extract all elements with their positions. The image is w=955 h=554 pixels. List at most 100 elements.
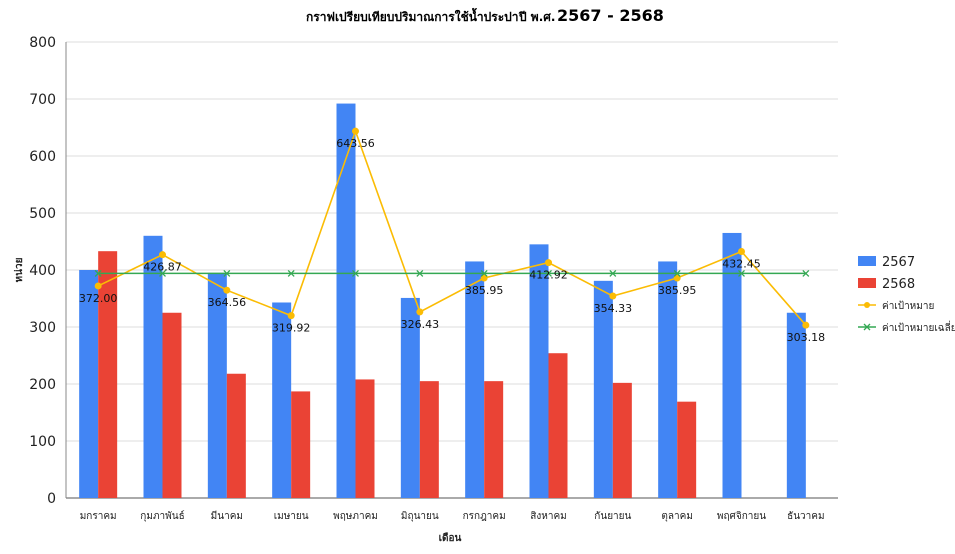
line-ค่าเป้าหมาย bbox=[97, 128, 807, 326]
y-tick-label: 500 bbox=[29, 206, 56, 222]
bar-2567 bbox=[529, 244, 549, 498]
bar-2568 bbox=[291, 391, 311, 498]
bar-2568 bbox=[226, 373, 246, 498]
bar-2568 bbox=[548, 353, 568, 498]
x-tick-label: ธันวาคม bbox=[787, 511, 824, 522]
point-ค่าเป้าหมายเฉลี่ย bbox=[287, 269, 295, 277]
chart-title: กราฟเปรียบเทียบปริมาณการใช้น้ำประปา ปี พ… bbox=[306, 6, 664, 25]
x-tick-label: พฤษภาคม bbox=[333, 511, 378, 522]
legend-swatch bbox=[858, 278, 876, 288]
lines bbox=[94, 127, 810, 329]
y-axis-ticks: 0 100 200 300 400 500 600 700 800 bbox=[29, 35, 56, 507]
bar-2567 bbox=[400, 297, 420, 498]
y-tick-label: 800 bbox=[29, 35, 56, 51]
legend-item: ค่าเป้าหมาย bbox=[858, 300, 934, 312]
point-ค่าเป้าหมาย bbox=[480, 274, 488, 282]
bar-2567 bbox=[336, 103, 356, 498]
point-ค่าเป้าหมายเฉลี่ย bbox=[738, 269, 745, 277]
point-ค่าเป้าหมาย bbox=[223, 286, 231, 294]
y-tick-label: 0 bbox=[47, 491, 56, 507]
point-ค่าเป้าหมาย bbox=[673, 274, 681, 282]
data-label: 385.95 bbox=[658, 284, 697, 297]
legend-item: ค่าเป้าหมายเฉลี่ย bbox=[858, 320, 955, 334]
bar-2567 bbox=[593, 280, 613, 498]
legend-label: ค่าเป้าหมาย bbox=[882, 300, 934, 312]
point-ค่าเป้าหมาย bbox=[94, 282, 102, 290]
point-ค่าเป้าหมาย bbox=[609, 292, 617, 300]
data-label: 319.92 bbox=[272, 322, 311, 335]
point-ค่าเป้าหมาย bbox=[545, 259, 552, 267]
data-label: 303.18 bbox=[787, 331, 826, 344]
data-labels: 372.00 426.87 364.56 319.92 643.56 326.43 385.… bbox=[79, 137, 825, 344]
bar-2567 bbox=[722, 232, 742, 498]
data-label: 426.87 bbox=[143, 261, 182, 274]
x-tick-label: กุมภาพันธ์ bbox=[140, 510, 184, 522]
point-ค่าเป้าหมายเฉลี่ย bbox=[223, 269, 231, 277]
bar-2567 bbox=[658, 261, 678, 498]
point-ค่าเป้าหมายเฉลี่ย bbox=[159, 269, 166, 277]
legend-label: ค่าเป้าหมายเฉลี่ย bbox=[882, 320, 955, 334]
point-ค่าเป้าหมายเฉลี่ย bbox=[352, 269, 359, 277]
chart-title-year-range: 2567 - 2568 bbox=[557, 6, 664, 25]
y-tick-label: 600 bbox=[29, 149, 56, 165]
legend-swatch bbox=[858, 256, 876, 266]
point-ค่าเป้าหมาย bbox=[416, 308, 424, 316]
data-label: 364.56 bbox=[208, 296, 247, 309]
bar-2568 bbox=[419, 381, 439, 498]
data-label: 326.43 bbox=[401, 318, 440, 331]
grid bbox=[65, 41, 838, 499]
point-ค่าเป้าหมายเฉลี่ย bbox=[802, 269, 810, 277]
point-ค่าเป้าหมายเฉลี่ย bbox=[673, 269, 681, 277]
x-tick-label: พฤศจิกายน bbox=[717, 511, 766, 522]
data-label: 643.56 bbox=[336, 137, 375, 150]
chart-title-year-prefix: ปี พ.ศ. bbox=[518, 10, 555, 24]
y-tick-label: 700 bbox=[29, 92, 56, 108]
x-tick-label: กรกฎาคม bbox=[463, 511, 506, 522]
legend-marker bbox=[863, 323, 871, 331]
legend-item: 2568 bbox=[858, 277, 915, 292]
legend-item: 2567 bbox=[858, 255, 915, 270]
bar-2567 bbox=[465, 261, 485, 498]
legend-label: 2568 bbox=[882, 277, 915, 292]
bar-2568 bbox=[677, 401, 697, 498]
x-tick-label: ตุลาคม bbox=[661, 511, 693, 522]
y-axis-label: หน่วย bbox=[13, 257, 25, 282]
point-ค่าเป้าหมายเฉลี่ย bbox=[545, 269, 552, 277]
data-label: 385.95 bbox=[465, 284, 504, 297]
bar-2567 bbox=[786, 312, 806, 498]
data-label: 372.00 bbox=[79, 292, 118, 305]
bar-2567 bbox=[143, 235, 163, 499]
x-tick-label: มกราคม bbox=[80, 511, 117, 522]
bar-2567 bbox=[207, 272, 227, 498]
x-axis-ticks: มกราคม กุมภาพันธ์ มีนาคม เมษายน พฤษภาคม มิถุน… bbox=[80, 510, 825, 522]
point-ค่าเป้าหมาย bbox=[802, 321, 810, 329]
bar-2568 bbox=[98, 251, 118, 498]
x-axis-label: เดือน bbox=[439, 532, 462, 544]
bar-2568 bbox=[355, 379, 375, 498]
y-tick-label: 200 bbox=[29, 377, 56, 393]
bar-2568 bbox=[612, 382, 632, 498]
y-tick-label: 400 bbox=[29, 263, 56, 279]
point-ค่าเป้าหมาย bbox=[738, 248, 745, 256]
chart-title-main: กราฟเปรียบเทียบปริมาณการใช้น้ำประปา bbox=[306, 7, 519, 24]
point-ค่าเป้าหมาย bbox=[287, 312, 295, 320]
point-ค่าเป้าหมาย bbox=[159, 251, 166, 259]
legend-marker bbox=[864, 302, 870, 308]
y-tick-label: 300 bbox=[29, 320, 56, 336]
x-tick-label: มิถุนายน bbox=[401, 511, 439, 522]
bar-2567 bbox=[79, 270, 99, 498]
data-label: 412.92 bbox=[529, 269, 568, 282]
data-label: 432.45 bbox=[722, 258, 761, 271]
point-ค่าเป้าหมายเฉลี่ย bbox=[480, 269, 488, 277]
y-tick-label: 100 bbox=[29, 434, 56, 450]
x-tick-label: สิงหาคม bbox=[530, 511, 566, 522]
bar-2567 bbox=[272, 302, 292, 498]
x-tick-label: กันยายน bbox=[594, 511, 631, 522]
legend-label: 2567 bbox=[882, 255, 915, 270]
bar-2568 bbox=[484, 381, 504, 498]
point-ค่าเป้าหมายเฉลี่ย bbox=[609, 269, 617, 277]
point-ค่าเป้าหมายเฉลี่ย bbox=[416, 269, 424, 277]
point-ค่าเป้าหมายเฉลี่ย bbox=[94, 269, 102, 277]
